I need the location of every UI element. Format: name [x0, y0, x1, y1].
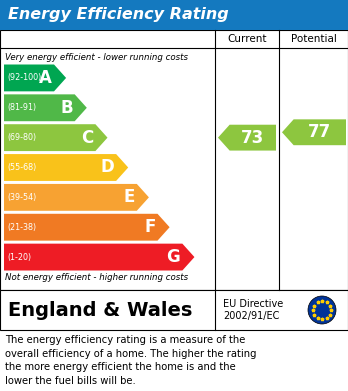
- Text: 73: 73: [241, 129, 264, 147]
- Polygon shape: [218, 125, 276, 151]
- Polygon shape: [4, 94, 87, 121]
- Text: A: A: [39, 69, 52, 87]
- Text: G: G: [167, 248, 180, 266]
- Bar: [0, 290, 348, 330]
- Circle shape: [308, 296, 336, 324]
- Text: C: C: [81, 129, 93, 147]
- Text: (1-20): (1-20): [7, 253, 31, 262]
- Text: (81-91): (81-91): [7, 103, 36, 112]
- Text: D: D: [100, 158, 114, 176]
- Text: Energy Efficiency Rating: Energy Efficiency Rating: [8, 7, 229, 23]
- Bar: [0, 0, 348, 30]
- Text: B: B: [60, 99, 73, 117]
- Polygon shape: [282, 119, 346, 145]
- Text: (55-68): (55-68): [7, 163, 36, 172]
- Text: (21-38): (21-38): [7, 223, 36, 232]
- Text: Potential: Potential: [291, 34, 337, 44]
- Polygon shape: [4, 244, 195, 271]
- Polygon shape: [4, 214, 169, 240]
- Text: 77: 77: [308, 123, 331, 141]
- Text: (39-54): (39-54): [7, 193, 36, 202]
- Text: England & Wales: England & Wales: [8, 301, 192, 319]
- Polygon shape: [4, 154, 128, 181]
- Text: (92-100): (92-100): [7, 74, 41, 83]
- Text: (69-80): (69-80): [7, 133, 36, 142]
- Polygon shape: [4, 65, 66, 91]
- Text: Current: Current: [227, 34, 267, 44]
- Polygon shape: [4, 184, 149, 211]
- Text: Very energy efficient - lower running costs: Very energy efficient - lower running co…: [5, 52, 188, 61]
- Bar: [0, 30, 348, 290]
- Text: F: F: [144, 218, 156, 236]
- Text: E: E: [124, 188, 135, 206]
- Text: The energy efficiency rating is a measure of the
overall efficiency of a home. T: The energy efficiency rating is a measur…: [5, 335, 256, 386]
- Polygon shape: [4, 124, 108, 151]
- Text: EU Directive
2002/91/EC: EU Directive 2002/91/EC: [223, 299, 283, 321]
- Text: Not energy efficient - higher running costs: Not energy efficient - higher running co…: [5, 273, 188, 283]
